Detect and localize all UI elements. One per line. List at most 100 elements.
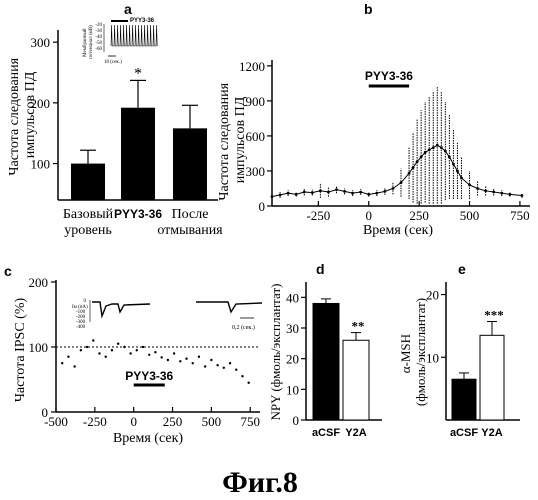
c-point <box>167 359 169 361</box>
c-point <box>80 349 82 351</box>
c-inset-trace-right <box>196 302 262 312</box>
b-treatment-label: PYY3-36 <box>365 69 413 83</box>
panel-label-d: d <box>316 261 325 277</box>
c-point <box>154 351 156 353</box>
b-y-tick-label: 300 <box>246 164 266 179</box>
b-x-tick-label: 750 <box>510 208 530 223</box>
a-inset-tick: -30 <box>95 29 102 34</box>
b-y-tick-label: 1200 <box>239 59 265 74</box>
figure-caption: Фиг.8 <box>222 466 298 499</box>
b-y-tick-label: 0 <box>259 199 266 214</box>
d-y-tick-label: 10 <box>286 382 299 397</box>
c-x-tick-label: -500 <box>44 414 68 429</box>
a-y-label-line2: импульсов ПД <box>23 71 38 158</box>
c-point <box>86 346 88 348</box>
c-x-tick-label: 500 <box>202 414 222 429</box>
e-category-label: Y2A <box>481 427 502 439</box>
c-inset-trace: 0 Iм (пА) -100 -200 -300 -400 0,2 (сек.) <box>72 299 262 331</box>
d-significance: ** <box>352 319 365 334</box>
panel-b: b 03006009001200 -2500250500750 PYY3-36 … <box>217 1 530 238</box>
c-point <box>160 356 162 358</box>
panel-d: d 010203040 ** aCSFY2A NPY (фмоль/экспла… <box>268 261 382 439</box>
c-point <box>111 349 113 351</box>
panel-a: a 100200300 * БазовыйуровеньPYY3-36После… <box>7 1 223 238</box>
c-inset-trace-left <box>92 302 150 316</box>
a-category-labels: БазовыйуровеньPYY3-36Послеотмывания <box>63 207 223 238</box>
a-inset-ylabel-2: потенциал (мВ) <box>89 25 94 59</box>
c-point <box>247 382 249 384</box>
d-bars: ** <box>313 299 369 420</box>
a-y-label-line1: Частота следования <box>7 57 22 175</box>
c-point <box>98 352 100 354</box>
c-point <box>210 359 212 361</box>
c-y-label: Частота IPSC (%) <box>13 297 28 402</box>
e-bars: *** <box>452 308 504 420</box>
e-significance: *** <box>484 308 504 323</box>
d-y-tick-label: 40 <box>286 290 299 305</box>
a-inset-tick: -60 <box>95 47 102 52</box>
a-y-label: Частота следования импульсов ПД <box>7 54 38 175</box>
a-category-label: После <box>172 207 209 222</box>
c-x-tick-label: 0 <box>130 414 137 429</box>
panel-label-e: e <box>458 261 466 277</box>
e-y-label-line1: α-MSH <box>398 334 413 373</box>
c-point <box>73 365 75 367</box>
a-inset-trace: PYY3-36 -20-30-40-50-60 Мембранный потен… <box>83 18 160 65</box>
c-point <box>235 369 237 371</box>
c-point <box>223 367 225 369</box>
b-y-tick-label: 600 <box>246 129 266 144</box>
a-significance: * <box>134 65 142 82</box>
d-category-label: aCSF <box>312 427 340 439</box>
c-point <box>173 352 175 354</box>
c-point <box>123 346 125 348</box>
c-point <box>67 356 69 358</box>
c-point <box>61 362 63 364</box>
c-inset-ylabels: Iм (пА) -100 -200 -300 -400 <box>72 305 89 330</box>
d-y-ticks: 010203040 <box>286 290 306 428</box>
a-y-tick-label: 300 <box>31 35 51 50</box>
a-category-label: уровень <box>64 223 112 238</box>
c-point <box>216 364 218 366</box>
c-x-tick-label: -250 <box>83 414 107 429</box>
b-y-label-line2: импульсов ПД <box>233 96 248 183</box>
c-point <box>129 352 131 354</box>
c-point <box>198 356 200 358</box>
e-category-labels: aCSFY2A <box>450 427 503 439</box>
c-point <box>142 346 144 348</box>
a-inset-ylabel: Мембранный потенциал (мВ) <box>83 25 94 59</box>
d-bar <box>343 340 369 420</box>
a-category-label: Базовый <box>63 207 114 222</box>
c-y-ticks: 0100200 <box>29 275 57 420</box>
d-y-tick-label: 30 <box>286 321 299 336</box>
a-bars: * <box>71 65 207 200</box>
c-point <box>105 356 107 358</box>
a-inset-tick: -50 <box>95 41 102 46</box>
panel-e: e 1020 *** aCSFY2A α-MSH (фмоль/эксплант… <box>398 261 520 439</box>
d-y-label: NPY (фмоль/эксплантат) <box>268 284 283 421</box>
b-x-ticks: -2500250500750 <box>306 201 529 223</box>
panel-c: c 0100200 -500-2500250500750 PYY3-36 Вре… <box>4 263 262 446</box>
a-inset-ylabel-1: Мембранный <box>83 28 88 57</box>
c-point <box>241 375 243 377</box>
c-treatment-bar: PYY3-36 <box>125 369 173 385</box>
a-bar <box>121 108 155 200</box>
panel-label-a: a <box>124 1 132 17</box>
d-category-labels: aCSF Y2A <box>312 427 367 439</box>
c-inset-scale-text: 0,2 (сек.) <box>232 324 255 331</box>
d-bar <box>313 303 339 420</box>
b-x-tick-label: 500 <box>460 208 480 223</box>
d-category-label: Y2A <box>345 427 366 439</box>
a-inset-tick: -40 <box>95 35 102 40</box>
b-y-label-line1: Частота следования <box>217 82 232 200</box>
c-point <box>92 339 94 341</box>
c-y-tick-label: 100 <box>29 340 49 355</box>
b-y-label: Частота следования импульсов ПД <box>217 79 248 200</box>
a-inset-y-ticks: -20-30-40-50-60 <box>95 23 102 52</box>
c-point <box>229 362 231 364</box>
c-inset-zero: 0 <box>84 299 87 304</box>
c-point <box>148 354 150 356</box>
panel-label-c: c <box>4 263 12 279</box>
b-x-tick-label: 250 <box>409 208 429 223</box>
e-bar <box>480 335 504 420</box>
